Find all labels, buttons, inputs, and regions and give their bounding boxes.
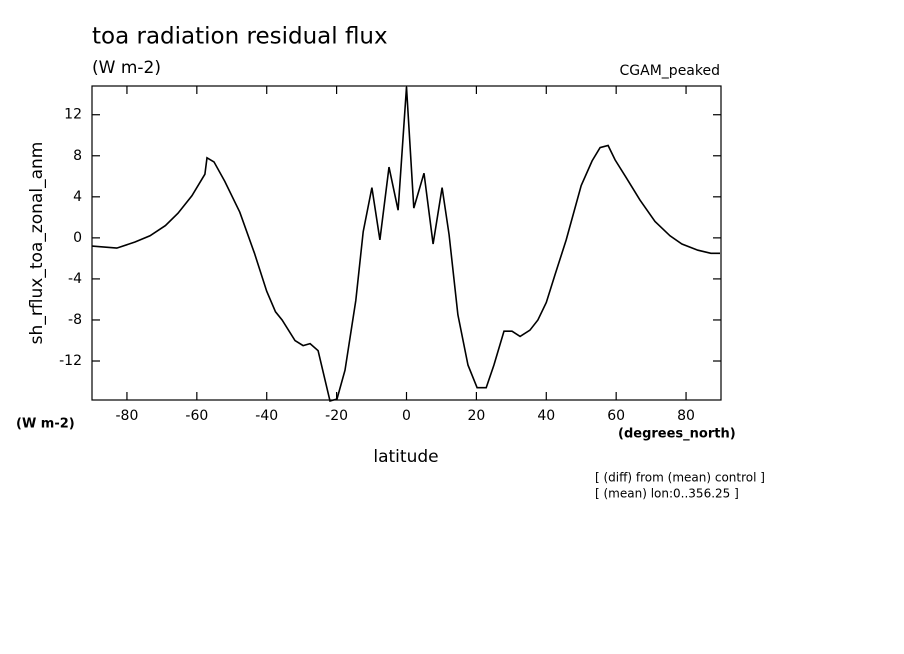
- y-tick-label: 12: [64, 107, 82, 123]
- x-axis-label: latitude: [373, 447, 438, 467]
- dataset-label: CGAM_peaked: [620, 63, 720, 79]
- y-tick-label: 0: [73, 230, 82, 246]
- x-tick-label: 0: [402, 408, 411, 424]
- subtitle: (W m-2): [92, 58, 161, 78]
- y-tick-label: -12: [59, 353, 82, 369]
- y-tick-label: 4: [73, 189, 82, 205]
- x-tick-label: 20: [467, 408, 485, 424]
- note: [ (diff) from (mean) control ]: [595, 471, 765, 485]
- y-axis-label: sh_rflux_toa_zonal_anm: [27, 142, 47, 345]
- y-tick-label: 8: [73, 148, 82, 164]
- y-tick-label: -8: [68, 312, 82, 328]
- plot-frame: [91, 85, 722, 401]
- chart-title: toa radiation residual flux: [92, 24, 388, 50]
- x-units: (degrees_north): [618, 427, 736, 442]
- x-tick-label: 80: [677, 408, 695, 424]
- x-tick-label: -20: [325, 408, 348, 424]
- y-units: (W m-2): [16, 417, 75, 432]
- x-tick-label: 60: [607, 408, 625, 424]
- note: [ (mean) lon:0..356.25 ]: [595, 487, 739, 501]
- x-tick-label: -80: [116, 408, 139, 424]
- y-tick-label: -4: [68, 271, 82, 287]
- x-tick-label: 40: [537, 408, 555, 424]
- data-line: [91, 86, 720, 402]
- x-tick-label: -60: [185, 408, 208, 424]
- x-tick-label: -40: [255, 408, 278, 424]
